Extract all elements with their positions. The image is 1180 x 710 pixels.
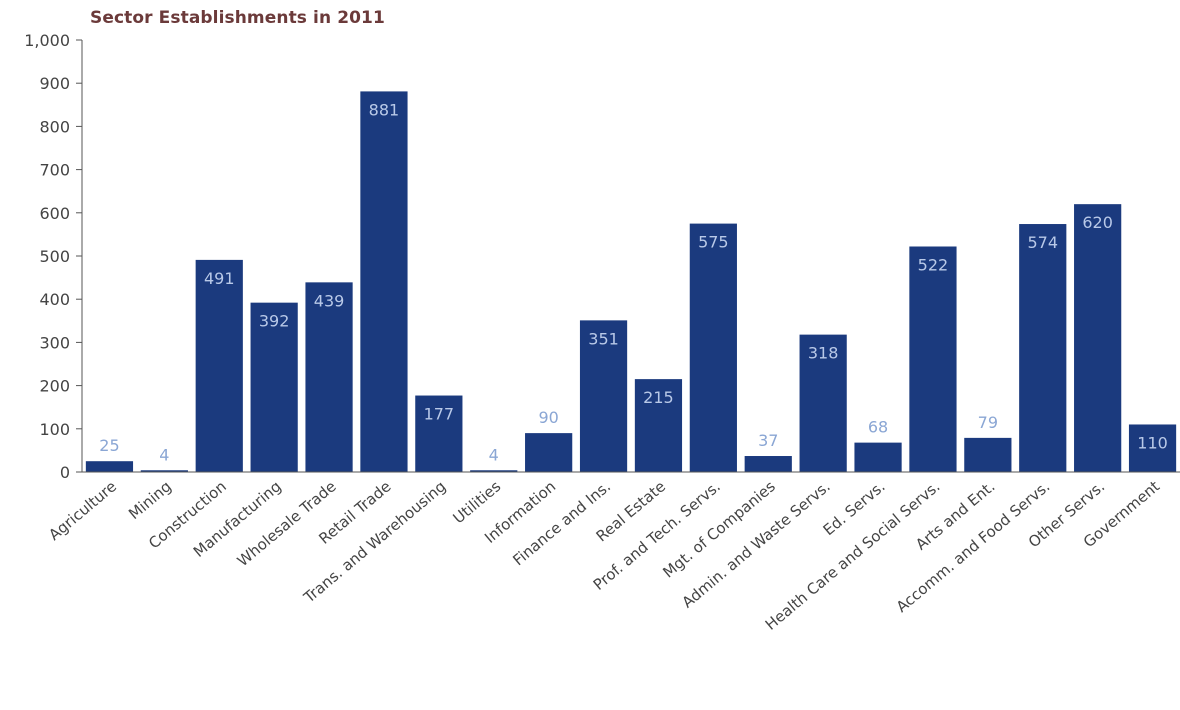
bar-value-label: 881: [369, 100, 400, 119]
bar-value-label: 439: [314, 291, 345, 310]
bar: [579, 320, 628, 472]
bar-value-label: 4: [489, 445, 499, 464]
bar: [140, 470, 188, 472]
x-category-label: Mining: [125, 477, 175, 523]
bar-value-label: 4: [159, 445, 169, 464]
bar: [744, 456, 792, 472]
bar: [250, 302, 298, 472]
bar-value-label: 620: [1082, 213, 1113, 232]
bar: [470, 470, 518, 472]
bar-value-label: 522: [918, 255, 949, 274]
bar: [525, 433, 573, 472]
bar: [854, 442, 902, 472]
bar: [964, 437, 1012, 472]
bar: [1074, 204, 1122, 472]
bars-group: 25 4 491 392 439 881 177 4 90 351 215 575 37 318 68 522…: [85, 91, 1177, 473]
y-tick-label: 900: [39, 74, 70, 93]
bar-value-label: 90: [538, 408, 558, 427]
y-tick-label: 100: [39, 420, 70, 439]
bar-value-label: 37: [758, 431, 778, 450]
bar-value-label: 79: [978, 413, 998, 432]
y-tick-label: 500: [39, 247, 70, 266]
bar: [415, 395, 463, 472]
chart-title: Sector Establishments in 2011: [90, 8, 385, 28]
y-tick-label: 400: [39, 290, 70, 309]
bar: [799, 334, 847, 472]
y-axis: 0 100 200 300 400 500 600 700 800 900 1,000: [24, 31, 83, 482]
bar: [634, 379, 683, 472]
bar: [1128, 424, 1177, 472]
bar-value-label: 351: [588, 329, 619, 348]
y-tick-label: 700: [39, 161, 70, 180]
bar-value-label: 318: [808, 344, 839, 363]
bar: [1019, 224, 1067, 472]
x-category-label: Agriculture: [45, 477, 120, 544]
bar: [305, 282, 353, 472]
y-tick-label: 0: [60, 463, 70, 482]
bar-value-label: 491: [204, 269, 235, 288]
bar: [195, 259, 243, 472]
y-tick-label: 800: [39, 117, 70, 136]
bar-value-label: 177: [424, 405, 455, 424]
x-category-label: Wholesale Trade: [234, 477, 340, 570]
bar-value-label: 215: [643, 388, 674, 407]
bar: [909, 246, 957, 472]
bar: [360, 91, 408, 473]
y-tick-label: 200: [39, 377, 70, 396]
y-tick-label: 600: [39, 204, 70, 223]
bar-value-label: 392: [259, 312, 290, 331]
bar-value-label: 575: [698, 233, 729, 252]
bar: [85, 461, 134, 472]
bar-value-label: 25: [99, 436, 119, 455]
bar: [689, 223, 737, 472]
x-axis: Agriculture MiningConstructionManufacturi…: [45, 471, 1180, 634]
bar-value-label: 68: [868, 418, 888, 437]
y-tick-label: 300: [39, 333, 70, 352]
bar-value-label: 574: [1027, 233, 1058, 252]
bar-value-label: 110: [1137, 433, 1168, 452]
y-tick-label: 1,000: [24, 31, 70, 50]
x-category-label: Finance and Ins.: [509, 477, 614, 569]
